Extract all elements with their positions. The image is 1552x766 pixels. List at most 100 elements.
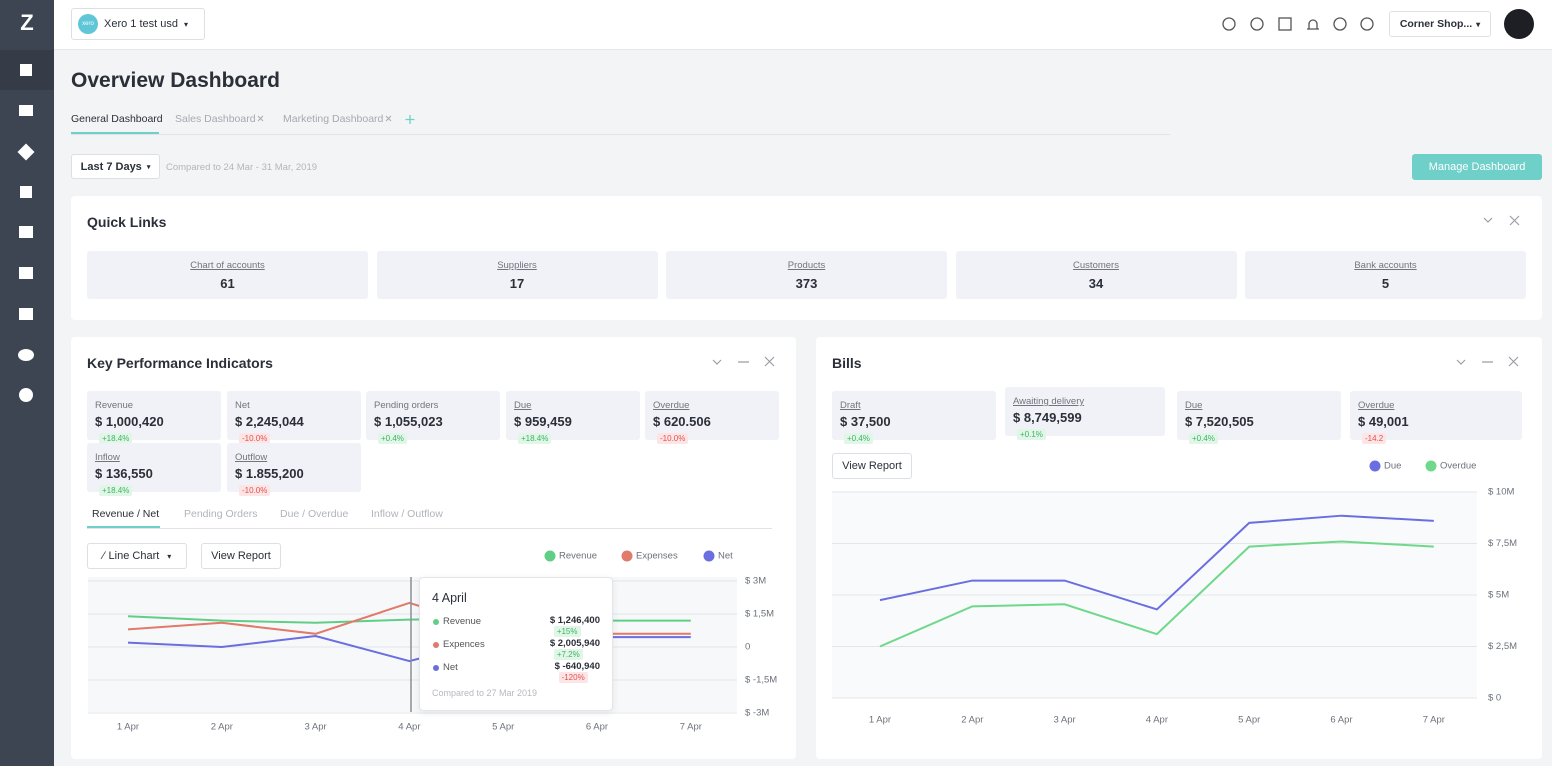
card-title: Bills: [832, 355, 862, 371]
metric-tile: Inflow $ 136,550 +18.4%: [87, 443, 221, 496]
top-bar: [54, 0, 1552, 50]
x-tick-label: 6 Apr: [1330, 715, 1352, 726]
chart-type: Line Chart: [108, 550, 160, 562]
y-tick-label: $ 5M: [1488, 590, 1509, 601]
sidebar-icons: Z: [0, 10, 54, 402]
quick-link-label: Bank accounts: [1354, 260, 1417, 271]
tooltip-amount: $ 1,246,400: [549, 615, 600, 626]
quick-link-count: 34: [1088, 276, 1104, 291]
subtabs-line: [87, 528, 772, 529]
quick-link-count: 5: [1381, 276, 1390, 291]
metric-value: $ 959,459 +18.4%: [514, 414, 632, 444]
y-tick-label: $ -3M: [745, 708, 769, 719]
legend-dot: [621, 550, 633, 562]
y-tick-label: $ 10M: [1488, 487, 1514, 498]
metric-tile: Due $ 959,459 +18.4%: [506, 391, 640, 444]
y-tick-label: $ 7,5M: [1488, 538, 1517, 549]
metric-label: Pending orders: [374, 400, 439, 411]
tooltip-amount: $ 2,005,940: [549, 638, 600, 649]
plot-bg: [88, 577, 737, 712]
tooltip-dot: [433, 642, 439, 648]
x-tick-label: 2 Apr: [961, 715, 983, 726]
legend-label: Due: [1384, 461, 1401, 472]
tooltip-name: Net: [443, 662, 458, 673]
subtab[interactable]: Pending Orders: [184, 508, 258, 520]
quick-link[interactable]: Chart of accounts 61: [87, 251, 368, 299]
tooltip-name: Revenue: [443, 616, 482, 627]
x-tick-label: 7 Apr: [1423, 715, 1445, 726]
x-tick-label: 3 Apr: [1054, 715, 1076, 726]
tooltip-note: Compared to 27 Mar 2019: [432, 688, 538, 698]
subtab[interactable]: Revenue / Net: [92, 508, 160, 520]
metric-amount: $ 7,520,505: [1185, 414, 1254, 429]
tooltip-change: +15%: [553, 626, 581, 637]
quick-link[interactable]: Suppliers 17: [376, 251, 658, 299]
period-selector[interactable]: Last 7 Days ▾: [71, 154, 160, 179]
tabs-line: [71, 134, 1170, 135]
metric-value: $ 1.855,200 -10.0%: [235, 466, 353, 496]
metric-change: -10.0%: [239, 433, 271, 444]
metric-amount: $ 8,749,599: [1013, 410, 1082, 425]
shop-name: Corner Shop...: [1399, 18, 1473, 30]
metric-change: +0.4%: [1189, 433, 1218, 444]
chart-type-selector[interactable]: ∕ Line Chart ▾: [87, 543, 187, 569]
quick-link[interactable]: Customers 34: [955, 251, 1237, 299]
x-tick-label: 3 Apr: [305, 722, 327, 733]
metric-tile: Outflow $ 1.855,200 -10.0%: [227, 443, 361, 496]
metric-tile: Pending orders $ 1,055,023 +0.4%: [366, 391, 500, 444]
metric-tile: Draft $ 37,500 +0.4%: [832, 391, 996, 444]
tab[interactable]: General Dashboard: [71, 113, 163, 125]
header-icons[interactable]: [1215, 10, 1385, 38]
metric-change: -14.2: [1362, 433, 1387, 444]
view-report-button[interactable]: View Report: [201, 543, 281, 569]
x-tick-label: 1 Apr: [869, 715, 891, 726]
metric-change: +18.4%: [99, 485, 133, 496]
quick-link-count: 373: [795, 276, 818, 291]
legend-label: Net: [718, 551, 733, 562]
y-tick-label: 0: [745, 642, 750, 653]
quick-link-label: Customers: [1073, 260, 1119, 271]
x-tick-label: 2 Apr: [211, 722, 233, 733]
metric-amount: $ 1.855,200: [235, 466, 304, 481]
metric-tile: Revenue $ 1,000,420 +18.4%: [87, 391, 221, 444]
manage-label: Manage Dashboard: [1428, 161, 1526, 173]
x-tick-label: 5 Apr: [1238, 715, 1260, 726]
tooltip-dot: [433, 665, 439, 671]
quick-link[interactable]: Bank accounts 5: [1245, 251, 1526, 299]
metric-value: $ 1,000,420 +18.4%: [95, 414, 213, 444]
view-report: View Report: [842, 460, 902, 472]
page-title: Overview Dashboard: [71, 69, 280, 92]
x-tick-label: 4 Apr: [1146, 715, 1168, 726]
tab[interactable]: Sales Dashboard: [175, 113, 256, 125]
metric-change: +0.4%: [378, 433, 407, 444]
view-report: View Report: [211, 550, 271, 562]
series-line: [879, 514, 1434, 611]
subtab[interactable]: Inflow / Outflow: [371, 508, 443, 520]
tab-icons: [257, 115, 415, 124]
tab[interactable]: Marketing Dashboard: [283, 113, 384, 125]
metric-label: Overdue: [1358, 400, 1395, 411]
metric-value: $ 136,550 +18.4%: [95, 466, 213, 496]
sidebar: [0, 0, 54, 766]
metric-label: Due: [1185, 400, 1203, 411]
quick-link-label: Chart of accounts: [190, 260, 265, 271]
metric-tile: Overdue $ 620.506 -10.0%: [645, 391, 779, 444]
manage-button[interactable]: Manage Dashboard: [1412, 154, 1542, 180]
series-line: [879, 540, 1434, 648]
x-tick-label: 7 Apr: [680, 722, 702, 733]
quick-link[interactable]: Products 373: [666, 251, 947, 299]
org-selector[interactable]: xero Xero 1 test usd ▾: [71, 8, 205, 40]
metric-tile: Due $ 7,520,505 +0.4%: [1177, 391, 1341, 444]
x-tick-label: 1 Apr: [117, 722, 139, 733]
shop-selector[interactable]: Corner Shop... ▾: [1389, 11, 1491, 37]
quick-link-count: 61: [220, 276, 235, 291]
view-report-button[interactable]: View Report: [832, 453, 912, 479]
tooltip-value: $ 2,005,940 +7.2%: [550, 638, 600, 660]
metric-amount: $ 49,001: [1358, 414, 1409, 429]
subtab[interactable]: Due / Overdue: [280, 508, 349, 520]
tooltip-change: +7.2%: [553, 649, 583, 660]
avatar[interactable]: [1504, 9, 1534, 39]
metric-amount: $ 136,550: [95, 466, 153, 481]
